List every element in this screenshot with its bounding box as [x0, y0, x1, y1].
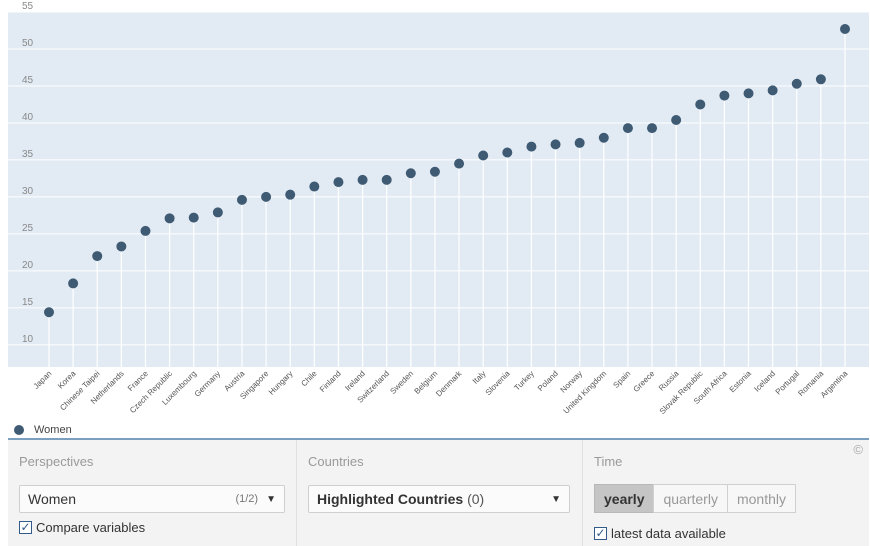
data-point	[188, 212, 199, 223]
compare-variables-row[interactable]: ✓ Compare variables	[19, 520, 145, 535]
data-point	[478, 150, 489, 161]
x-tick-label: Germany	[193, 369, 223, 399]
data-point	[357, 174, 368, 185]
time-yearly-button[interactable]: yearly	[594, 484, 655, 513]
data-point	[92, 251, 103, 262]
data-point	[212, 207, 223, 218]
data-point	[815, 74, 826, 85]
countries-select[interactable]: Highlighted Countries (0) ▼	[308, 485, 570, 513]
data-point	[574, 137, 585, 148]
time-section: Time yearly quarterly monthly ✓ latest d…	[582, 440, 870, 546]
y-tick-label: 15	[22, 297, 34, 308]
chevron-down-icon: ▼	[551, 493, 561, 505]
latest-data-label: latest data available	[611, 526, 726, 541]
perspectives-select[interactable]: Women (1/2) ▼	[19, 485, 285, 513]
x-tick-label: Poland	[536, 369, 560, 393]
countries-count: (0)	[467, 491, 485, 507]
data-point	[791, 78, 802, 89]
x-tick-label: Spain	[611, 369, 632, 390]
legend-label: Women	[34, 424, 72, 436]
perspectives-section: Perspectives Women (1/2) ▼ ✓ Compare var…	[8, 440, 296, 546]
x-tick-label: Japan	[32, 369, 54, 391]
x-tick-label: United Kingdom	[562, 369, 609, 416]
data-point	[140, 225, 151, 236]
controls-panel: © Perspectives Women (1/2) ▼ ✓ Compare v…	[8, 438, 869, 546]
y-tick-label: 40	[22, 112, 34, 123]
countries-selected: Highlighted Countries	[317, 491, 464, 507]
x-tick-label: Slovenia	[484, 369, 512, 397]
data-point	[743, 88, 754, 99]
data-point	[840, 24, 850, 35]
data-point	[309, 181, 320, 192]
data-point	[164, 213, 175, 224]
y-tick-label: 55	[22, 1, 34, 12]
data-point	[116, 241, 127, 252]
data-point	[236, 194, 247, 205]
data-point	[44, 307, 54, 318]
x-tick-label: Turkey	[512, 369, 535, 392]
time-toggle-group: yearly quarterly monthly	[594, 484, 796, 513]
data-point	[261, 191, 272, 202]
data-point	[671, 114, 682, 125]
x-tick-label: Estonia	[728, 369, 754, 395]
x-tick-label: Greece	[632, 369, 657, 394]
legend-marker-icon	[14, 425, 24, 435]
data-point	[429, 166, 440, 177]
y-tick-label: 20	[22, 260, 34, 271]
compare-variables-label: Compare variables	[36, 520, 146, 535]
data-point	[333, 177, 344, 188]
data-point	[285, 189, 296, 200]
perspectives-count: (1/2)	[235, 493, 259, 505]
data-point	[622, 123, 633, 134]
data-point	[598, 132, 609, 143]
y-tick-label: 35	[22, 149, 34, 160]
data-point	[647, 123, 658, 134]
y-tick-label: 50	[22, 38, 34, 49]
data-point	[767, 85, 778, 96]
data-point	[68, 278, 79, 289]
data-point	[405, 168, 416, 179]
x-tick-label: Sweden	[388, 369, 415, 396]
data-point	[454, 158, 465, 169]
x-tick-label: Argentina	[819, 369, 850, 400]
time-quarterly-button[interactable]: quarterly	[653, 484, 728, 513]
countries-section: Countries Highlighted Countries (0) ▼	[296, 440, 583, 546]
latest-data-checkbox[interactable]: ✓	[594, 526, 607, 540]
y-tick-label: 30	[22, 186, 34, 197]
copyright-icon[interactable]: ©	[853, 442, 863, 457]
x-tick-label: Korea	[56, 369, 78, 391]
y-tick-label: 10	[22, 334, 34, 345]
latest-data-row[interactable]: ✓ latest data available	[594, 526, 726, 541]
x-tick-label: Denmark	[434, 368, 464, 398]
plot-area	[8, 12, 869, 367]
legend[interactable]: Women	[14, 424, 72, 436]
x-tick-label: Finland	[318, 369, 343, 394]
compare-variables-checkbox[interactable]: ✓	[19, 520, 32, 534]
data-point	[550, 139, 561, 150]
x-tick-label: Italy	[471, 369, 488, 386]
data-point	[381, 174, 392, 185]
time-monthly-button[interactable]: monthly	[726, 484, 796, 513]
time-title: Time	[594, 454, 623, 469]
x-tick-label: Chile	[299, 369, 319, 389]
y-tick-label: 25	[22, 223, 34, 234]
x-tick-label: Czech Republic	[128, 369, 174, 415]
x-tick-label: Hungary	[267, 369, 295, 397]
perspectives-title: Perspectives	[19, 454, 94, 469]
data-point	[526, 141, 537, 152]
data-point	[502, 147, 513, 158]
chevron-down-icon: ▼	[266, 493, 276, 505]
perspectives-selected: Women	[28, 491, 76, 507]
data-point	[719, 90, 730, 101]
y-tick-label: 45	[22, 75, 34, 86]
countries-title: Countries	[308, 454, 364, 469]
data-point	[695, 99, 706, 110]
